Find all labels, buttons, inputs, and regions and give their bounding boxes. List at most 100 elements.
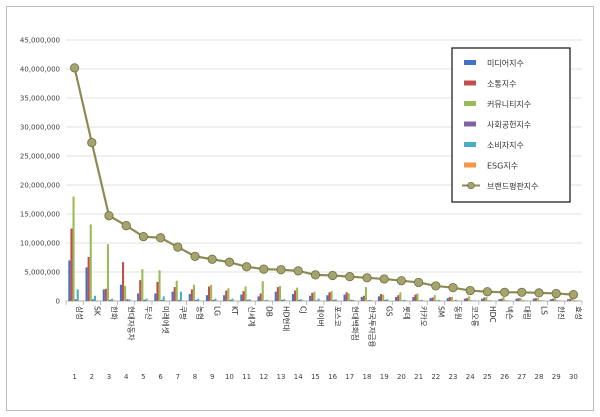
bar — [313, 291, 316, 301]
bar — [433, 295, 436, 301]
bar — [104, 288, 107, 301]
x-rank-label: 13 — [277, 373, 286, 381]
x-category-label: 동원 — [454, 306, 463, 320]
bar — [257, 296, 260, 301]
bar — [556, 300, 559, 301]
line-point — [242, 262, 252, 272]
bar — [102, 289, 105, 301]
bar — [412, 296, 415, 301]
bar — [229, 299, 232, 301]
bar — [248, 299, 251, 301]
bar — [463, 298, 466, 301]
bar — [261, 281, 264, 301]
legend-label: 브랜드평판지수 — [487, 181, 539, 191]
bar — [455, 299, 458, 301]
bar — [225, 290, 228, 301]
bar — [431, 297, 434, 301]
bar — [399, 292, 402, 301]
bar — [483, 297, 486, 301]
line-point — [517, 287, 527, 297]
bar — [326, 295, 329, 301]
x-category-label: 쿠팡 — [178, 306, 188, 320]
x-category-label: 농협 — [196, 306, 206, 320]
bar — [395, 296, 398, 301]
bar — [216, 300, 219, 301]
x-category-label: 카카오 — [419, 306, 428, 327]
bar — [457, 300, 460, 301]
bar — [450, 296, 453, 301]
bar — [205, 295, 208, 301]
x-category-label: 한국투자금융 — [368, 306, 377, 347]
bar — [212, 299, 215, 301]
bar — [502, 296, 505, 301]
bar — [472, 300, 475, 301]
x-category-label: KT — [230, 306, 239, 315]
bar — [422, 300, 425, 301]
bar — [332, 299, 335, 301]
bar — [113, 300, 116, 301]
y-tick-label: 35,000,000 — [20, 95, 60, 103]
bar — [87, 256, 90, 301]
x-category-label: HDC — [488, 306, 497, 323]
bar — [397, 295, 400, 301]
bar — [380, 294, 383, 301]
x-rank-label: 12 — [259, 373, 268, 381]
bar — [124, 285, 127, 301]
bar — [549, 299, 552, 301]
bar — [300, 299, 303, 301]
bar — [487, 300, 490, 301]
bar — [539, 300, 542, 301]
x-axis: 삼성 1 SK 2 한화 3 현대자동차 4 두산 5 미래에셋 6 쿠팡 7 농협 8 LG 9 KT 10 신세계 1… — [65, 301, 583, 381]
bar — [429, 298, 432, 301]
bar — [302, 300, 305, 301]
line-series — [70, 63, 579, 300]
x-rank-label: 29 — [552, 373, 561, 381]
x-rank-label: 26 — [500, 373, 509, 381]
bar — [147, 300, 150, 301]
bar — [265, 299, 268, 301]
bar — [78, 300, 81, 301]
bar — [405, 300, 408, 301]
bar — [188, 294, 191, 301]
bar — [190, 289, 193, 301]
x-category-label: LS — [540, 306, 549, 315]
bar — [268, 300, 271, 301]
x-category-label: 대림 — [522, 306, 531, 320]
x-category-label: 코오롱 — [471, 306, 480, 327]
bar — [223, 295, 226, 301]
bar — [364, 287, 367, 301]
legend-label: 사회공헌지수 — [487, 120, 531, 129]
x-category-label: 롯데 — [402, 306, 411, 320]
x-rank-label: 20 — [397, 373, 406, 381]
x-rank-label: 7 — [176, 373, 180, 381]
legend-label: 미디어지수 — [487, 58, 524, 68]
bar — [517, 298, 520, 301]
bar — [523, 300, 526, 301]
bar — [68, 260, 71, 301]
bar — [351, 299, 354, 301]
line-point — [345, 272, 355, 282]
bar — [500, 298, 503, 301]
y-tick-label: 40,000,000 — [20, 66, 60, 74]
x-rank-label: 1 — [72, 373, 76, 381]
bar — [504, 300, 507, 301]
bar — [298, 299, 301, 301]
legend-swatch — [467, 181, 475, 190]
bar — [414, 294, 417, 301]
bar — [552, 298, 555, 301]
bar — [401, 300, 404, 301]
bar — [244, 286, 247, 301]
bar — [162, 296, 165, 301]
x-category-label: 현대자동차 — [127, 306, 136, 341]
legend-swatch — [464, 60, 476, 65]
bar — [139, 280, 142, 301]
x-rank-label: 23 — [449, 373, 458, 381]
y-axis: 0 5,000,000 10,000,000 15,000,000 20,000,000… — [20, 37, 60, 306]
x-category-label: 미래에셋 — [161, 306, 170, 334]
bar — [274, 291, 277, 301]
x-category-label: CJ — [299, 306, 308, 313]
legend-swatch — [464, 101, 476, 106]
bar — [470, 300, 473, 301]
bar — [208, 286, 211, 301]
